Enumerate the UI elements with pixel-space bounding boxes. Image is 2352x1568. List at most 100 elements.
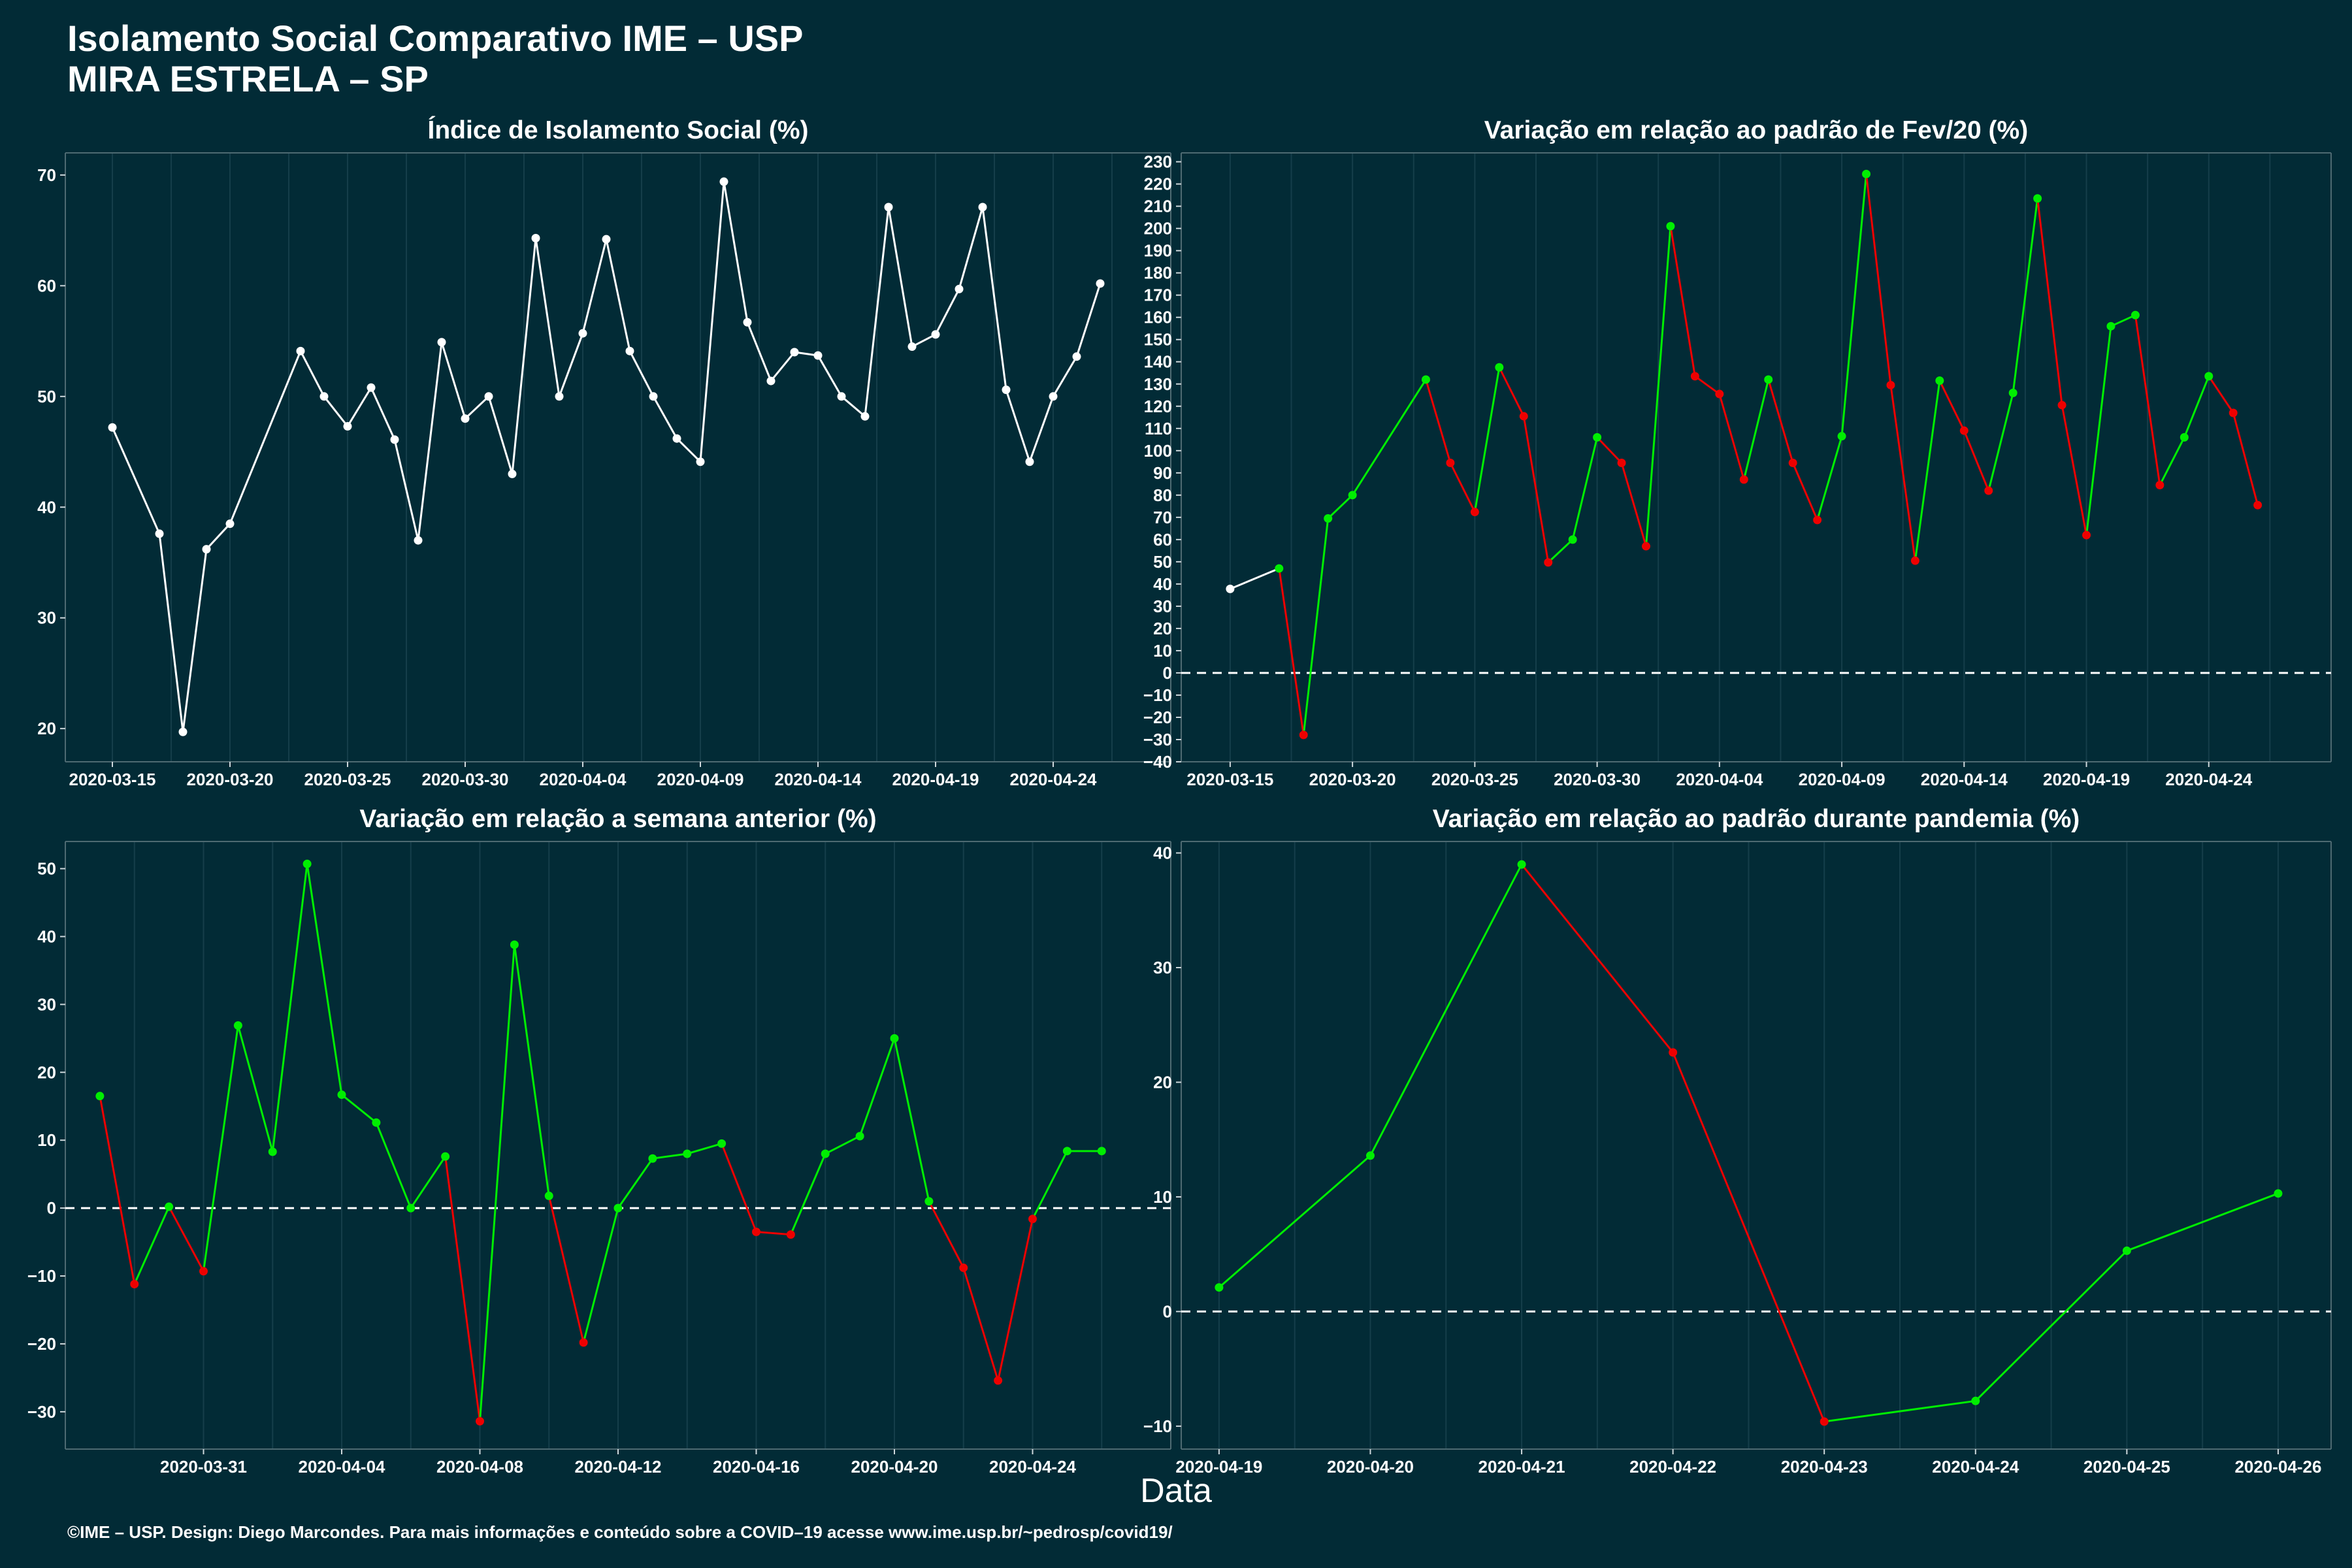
data-point [155, 529, 164, 538]
series-line-segment [271, 864, 308, 1152]
series-line-segment [1974, 1250, 2128, 1402]
series-line-segment [1816, 436, 1843, 521]
data-point [1215, 1283, 1224, 1292]
series-line-segment [547, 1196, 585, 1343]
series-line-segment [99, 1096, 136, 1284]
series-line-segment [911, 333, 936, 348]
data-point [719, 177, 728, 186]
data-point [2057, 400, 2066, 410]
series-line-segment [1840, 174, 1868, 436]
x-tick-label: 2020-04-23 [1781, 1457, 1868, 1477]
y-tick-label: 30 [1153, 958, 1172, 977]
series-line-segment [1005, 389, 1031, 463]
data-point [837, 392, 846, 401]
y-tick-label: 80 [1153, 485, 1172, 505]
data-point [696, 457, 705, 466]
data-point [1348, 491, 1357, 500]
series-line-segment [652, 1152, 687, 1160]
series-line-segment [2110, 314, 2136, 327]
data-point [372, 1118, 381, 1127]
x-tick-label: 2020-04-24 [989, 1457, 1077, 1477]
data-point [1446, 459, 1455, 468]
series-line-segment [487, 396, 514, 474]
series-line-segment [817, 355, 843, 397]
data-point [884, 203, 893, 212]
y-tick-label: 50 [37, 387, 56, 406]
series-line-segment [2159, 436, 2185, 486]
data-point [555, 392, 564, 401]
data-point [625, 346, 634, 355]
series-line-segment [770, 351, 796, 382]
series-line-segment [1938, 380, 1965, 431]
series-line-segment [1278, 568, 1305, 736]
data-point [1275, 564, 1284, 573]
data-point [199, 1267, 208, 1276]
y-tick-label: 130 [1144, 374, 1172, 394]
y-tick-label: −40 [1143, 752, 1172, 772]
x-tick-label: 2020-04-24 [2165, 770, 2253, 789]
data-point [2204, 372, 2213, 381]
y-tick-label: −30 [1143, 730, 1172, 749]
data-point [1690, 372, 1699, 381]
data-point [648, 1154, 657, 1163]
data-point [1519, 412, 1528, 421]
data-point [1669, 1048, 1678, 1057]
data-point [1971, 1396, 1980, 1405]
y-tick-label: 20 [37, 719, 56, 738]
page-subtitle: MIRA ESTRELA – SP [67, 58, 429, 99]
x-tick-label: 2020-03-25 [1431, 770, 1518, 789]
series-line-segment [1767, 379, 1794, 463]
data-point [225, 519, 235, 529]
series-line-segment [1498, 367, 1525, 417]
data-point [343, 422, 352, 431]
data-point [1226, 584, 1235, 593]
data-point [319, 392, 329, 401]
y-tick-label: 0 [1163, 663, 1172, 683]
x-tick-label: 2020-04-14 [1921, 770, 2008, 789]
series-line-segment [1694, 375, 1720, 395]
y-tick-label: 40 [37, 926, 56, 946]
data-point [1470, 508, 1479, 517]
series-line-segment [323, 395, 349, 427]
data-point [978, 203, 987, 212]
data-point [367, 383, 376, 392]
y-tick-label: 220 [1144, 174, 1172, 194]
data-point [2033, 194, 2042, 203]
y-tick-label: 110 [1145, 419, 1172, 438]
series-line-segment [1520, 864, 1674, 1053]
data-point [649, 392, 658, 401]
x-tick-label: 2020-03-25 [304, 770, 391, 789]
data-point [959, 1264, 968, 1273]
data-point [414, 536, 423, 545]
y-tick-label: 30 [37, 608, 56, 628]
series-line-segment [205, 523, 231, 550]
y-tick-label: 100 [1144, 441, 1172, 461]
y-tick-label: 40 [1153, 574, 1172, 594]
series-line-segment [605, 238, 631, 351]
y-tick-label: 0 [1163, 1301, 1172, 1321]
data-point [2274, 1189, 2283, 1198]
series-line-segment [864, 206, 890, 417]
data-point [233, 1021, 242, 1030]
data-point [437, 338, 446, 347]
series-line-segment [440, 342, 466, 419]
data-point [766, 376, 776, 385]
series-line-segment [2208, 376, 2234, 414]
y-tick-label: 30 [37, 994, 56, 1014]
data-point [1096, 279, 1105, 288]
series-line-segment [893, 1038, 930, 1202]
x-tick-label: 2020-03-20 [1309, 770, 1396, 789]
panel-title-isolamento: Índice de Isolamento Social (%) [427, 116, 809, 144]
data-point [390, 435, 399, 444]
data-point [1072, 352, 1081, 361]
data-point [1820, 1417, 1829, 1426]
x-tick-label: 2020-04-26 [2234, 1457, 2321, 1477]
x-tick-label: 2020-04-09 [657, 770, 744, 789]
series-line-segment [479, 944, 515, 1422]
series-line-segment [1052, 356, 1078, 397]
series-line-segment [1473, 367, 1501, 512]
series-line-segment [464, 395, 490, 419]
data-point [108, 423, 117, 432]
data-point [786, 1230, 795, 1239]
